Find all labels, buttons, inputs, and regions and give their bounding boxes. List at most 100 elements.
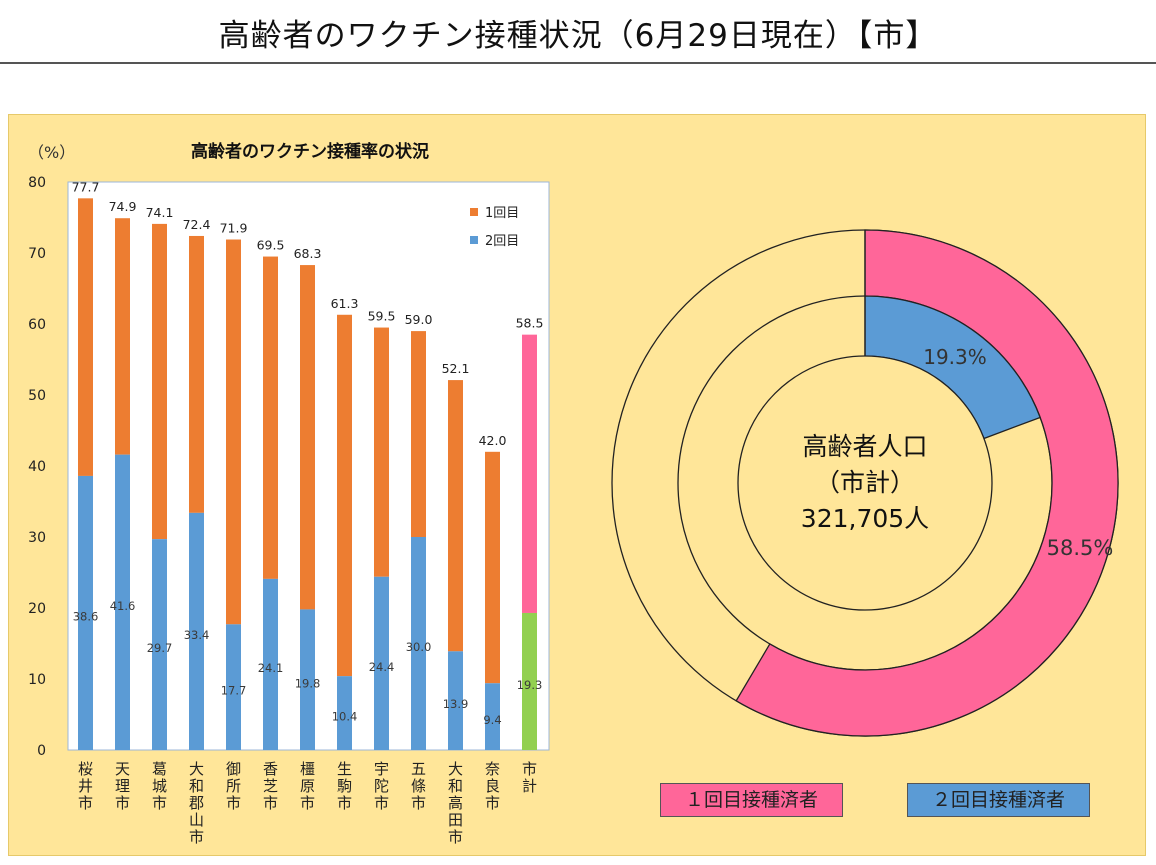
bar-top-label: 72.4 xyxy=(183,217,211,232)
x-tick-label: 高 xyxy=(448,794,463,812)
bar-second-dose xyxy=(189,512,204,750)
x-tick-label: 生 xyxy=(337,760,352,778)
bar-first-dose xyxy=(78,198,93,476)
donut-center-line-3: 321,705人 xyxy=(801,504,929,533)
bar-top-label: 77.7 xyxy=(72,179,100,194)
bar-first-dose xyxy=(522,334,537,613)
bar-inner-label: 24.1 xyxy=(258,661,284,675)
x-tick-label: 御 xyxy=(226,760,241,778)
x-tick-label: 橿 xyxy=(300,760,315,778)
bar-first-dose xyxy=(226,239,241,625)
x-tick-label: 和 xyxy=(448,777,463,795)
x-tick-label: 市 xyxy=(189,828,204,846)
x-tick-label: 田 xyxy=(448,811,463,829)
y-tick-label: 30 xyxy=(28,530,46,546)
bar-top-label: 71.9 xyxy=(220,221,248,236)
legend-second-dose-label: ２回目接種済者 xyxy=(931,789,1065,811)
x-tick-label: 市 xyxy=(522,760,537,778)
bar-top-label: 58.5 xyxy=(516,316,544,331)
title-underline xyxy=(0,62,1156,64)
y-axis-unit: （%） xyxy=(28,143,75,162)
bar-second-dose xyxy=(485,683,500,750)
chart-title: 高齢者のワクチン接種率の状況 xyxy=(191,141,429,162)
bar-first-dose xyxy=(411,331,426,537)
y-tick-label: 20 xyxy=(28,601,46,617)
bar-second-dose xyxy=(448,651,463,750)
bar-inner-label: 30.0 xyxy=(406,640,432,654)
bar-first-dose xyxy=(115,218,130,455)
bar-second-dose xyxy=(300,609,315,750)
bar-inner-label: 9.4 xyxy=(483,713,501,727)
bar-top-label: 42.0 xyxy=(479,433,507,448)
bar-second-dose xyxy=(152,539,167,750)
bar-first-dose xyxy=(448,380,463,652)
bar-second-dose xyxy=(411,537,426,750)
donut-label-second-dose: 19.3% xyxy=(923,345,987,369)
bar-inner-label: 38.6 xyxy=(73,610,99,624)
x-tick-label: 天 xyxy=(115,760,130,778)
bar-inner-label: 19.8 xyxy=(295,676,321,690)
y-tick-label: 40 xyxy=(28,459,46,475)
bar-second-dose xyxy=(115,454,130,750)
x-tick-label: 市 xyxy=(337,794,352,812)
x-tick-label: 市 xyxy=(263,794,278,812)
bar-first-dose xyxy=(485,451,500,684)
y-tick-label: 10 xyxy=(28,672,46,688)
x-tick-label: 所 xyxy=(226,777,241,795)
legend-first-dose-label: １回目接種済者 xyxy=(684,789,818,811)
x-tick-label: 市 xyxy=(78,794,93,812)
x-tick-label: 市 xyxy=(226,794,241,812)
x-tick-label: 原 xyxy=(300,777,315,795)
y-tick-label: 80 xyxy=(28,175,46,191)
x-tick-label: 芝 xyxy=(263,777,278,795)
bar-second-dose xyxy=(226,624,241,750)
x-tick-label: 良 xyxy=(485,777,500,795)
bar-first-dose xyxy=(152,223,167,540)
x-tick-label: 宇 xyxy=(374,760,389,778)
bar-second-dose xyxy=(337,676,352,750)
bar-top-label: 59.5 xyxy=(368,309,396,324)
x-tick-label: 理 xyxy=(115,777,130,795)
donut-label-first-dose: 58.5% xyxy=(1047,536,1114,560)
x-tick-label: 陀 xyxy=(374,777,389,795)
bar-second-dose xyxy=(374,576,389,750)
bar-first-dose xyxy=(300,265,315,610)
y-tick-label: 50 xyxy=(28,388,46,404)
x-tick-label: 大 xyxy=(448,760,463,778)
bar-inner-label: 24.4 xyxy=(369,660,395,674)
bar-inner-label: 10.4 xyxy=(332,710,358,724)
x-tick-label: 市 xyxy=(115,794,130,812)
bar-first-dose xyxy=(337,314,352,677)
bar-second-dose xyxy=(78,475,93,750)
x-tick-label: 大 xyxy=(189,760,204,778)
donut-slice-first-dose xyxy=(735,229,1119,737)
x-tick-label: 市 xyxy=(448,828,463,846)
bar-second-dose xyxy=(263,578,278,750)
x-tick-label: 五 xyxy=(411,760,426,778)
x-tick-label: 桜 xyxy=(78,760,93,778)
legend-swatch-second xyxy=(470,236,478,244)
bar-inner-label: 41.6 xyxy=(110,599,136,613)
bar-first-dose xyxy=(189,235,204,513)
bar-top-label: 52.1 xyxy=(442,361,470,376)
legend-first-dose: １回目接種済者 xyxy=(660,783,843,817)
x-tick-label: 市 xyxy=(485,794,500,812)
bar-top-label: 59.0 xyxy=(405,312,433,327)
bar-top-label: 61.3 xyxy=(331,296,359,311)
x-tick-label: 井 xyxy=(78,777,93,795)
y-tick-label: 0 xyxy=(37,743,46,759)
y-tick-label: 60 xyxy=(28,317,46,333)
legend-swatch-first xyxy=(470,208,478,216)
y-tick-label: 70 xyxy=(28,246,46,262)
bar-inner-label: 33.4 xyxy=(184,628,210,642)
x-tick-label: 郡 xyxy=(189,794,204,812)
x-tick-label: 駒 xyxy=(337,777,352,795)
x-tick-label: 市 xyxy=(152,794,167,812)
donut-center-line-2: （市計） xyxy=(815,468,915,497)
x-tick-label: 葛 xyxy=(152,760,167,778)
bar-top-label: 69.5 xyxy=(257,238,285,253)
bar-first-dose xyxy=(374,327,389,577)
x-tick-label: 市 xyxy=(411,794,426,812)
bar-inner-label: 13.9 xyxy=(443,697,469,711)
